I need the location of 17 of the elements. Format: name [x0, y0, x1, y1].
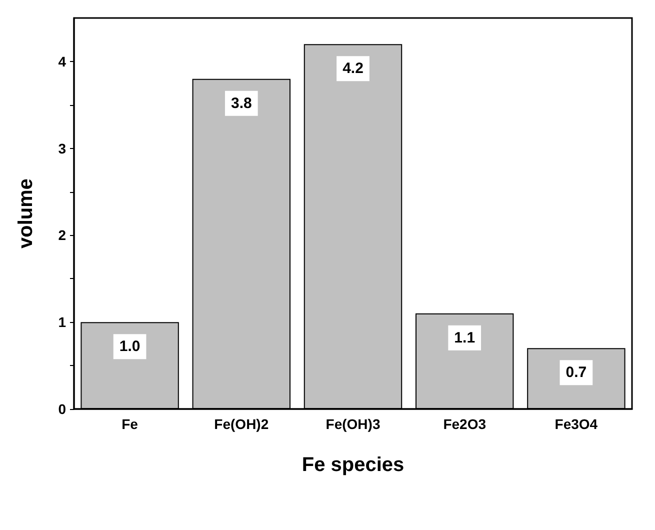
y-tick-label: 4 [58, 53, 66, 70]
data-label: 3.8 [230, 94, 252, 112]
data-label: 1.1 [454, 329, 476, 346]
y-tick-label: 1 [58, 314, 66, 330]
x-tick-label: Fe(OH)2 [214, 416, 269, 432]
x-tick-label: Fe2O3 [443, 416, 486, 432]
x-tick-label: Fe(OH)3 [326, 416, 380, 432]
y-tick-label: 0 [58, 401, 66, 417]
y-axis-title: volume [15, 178, 37, 249]
y-tick-label: 2 [58, 227, 66, 244]
data-label: 4.2 [342, 60, 364, 78]
x-tick-label: Fe3O4 [554, 416, 598, 432]
data-label: 0.7 [566, 364, 587, 382]
x-tick-label: Fe [122, 416, 138, 432]
x-axis-title: Fe species [302, 454, 404, 476]
data-label: 1.0 [119, 338, 140, 356]
y-tick-label: 3 [58, 140, 66, 156]
